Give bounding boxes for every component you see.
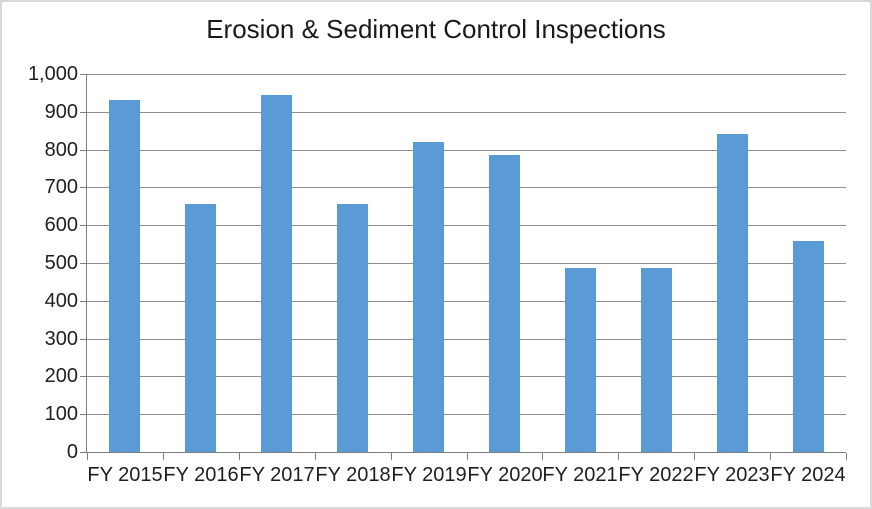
y-gridline: [87, 414, 846, 415]
x-axis-tick: [846, 453, 847, 460]
y-axis-tick: [80, 301, 87, 302]
x-axis-tick-label: FY 2021: [542, 464, 618, 486]
x-axis-tick: [694, 453, 695, 460]
bar: [261, 95, 292, 452]
x-axis-tick-label: FY 2015: [87, 464, 163, 486]
x-axis-tick-label: FY 2020: [467, 464, 543, 486]
x-axis-tick: [770, 453, 771, 460]
y-axis-tick: [80, 112, 87, 113]
x-axis-tick: [391, 453, 392, 460]
bar: [489, 155, 520, 452]
x-axis-tick: [542, 453, 543, 460]
y-axis-tick: [80, 187, 87, 188]
y-axis-tick: [80, 74, 87, 75]
y-axis-tick-label: 600: [44, 214, 78, 236]
y-gridline: [87, 187, 846, 188]
y-axis-tick-label: 500: [44, 252, 78, 274]
x-axis-tick: [87, 453, 88, 460]
x-axis-tick: [315, 453, 316, 460]
bar: [109, 100, 140, 452]
y-gridline: [87, 376, 846, 377]
x-axis-tick-label: FY 2024: [770, 464, 846, 486]
x-axis-tick-label: FY 2018: [315, 464, 391, 486]
y-axis-tick: [80, 225, 87, 226]
y-axis-tick-label: 700: [44, 176, 78, 198]
y-axis-line: [86, 74, 87, 453]
bar: [641, 268, 672, 452]
bar: [793, 241, 824, 452]
y-gridline: [87, 150, 846, 151]
y-gridline: [87, 225, 846, 226]
y-axis-tick: [80, 452, 87, 453]
y-axis-tick-label: 1,000: [27, 63, 78, 85]
bar: [717, 134, 748, 452]
x-axis-tick-label: FY 2017: [239, 464, 315, 486]
y-gridline: [87, 263, 846, 264]
y-axis-tick-label: 300: [44, 328, 78, 350]
x-axis-tick: [163, 453, 164, 460]
y-gridline: [87, 339, 846, 340]
y-axis-tick: [80, 414, 87, 415]
x-axis-line: [86, 452, 846, 453]
bar: [413, 142, 444, 452]
x-axis-tick-label: FY 2019: [391, 464, 467, 486]
y-axis-tick-label: 100: [44, 403, 78, 425]
y-axis-tick-label: 800: [44, 139, 78, 161]
y-gridline: [87, 112, 846, 113]
y-axis-tick-label: 200: [44, 365, 78, 387]
x-axis-tick: [618, 453, 619, 460]
x-axis-tick-label: FY 2016: [163, 464, 239, 486]
y-axis-tick-label: 900: [44, 101, 78, 123]
y-axis-tick: [80, 150, 87, 151]
y-axis-tick-label: 0: [66, 441, 78, 463]
x-axis-tick-label: FY 2023: [694, 464, 770, 486]
x-axis-tick-label: FY 2022: [618, 464, 694, 486]
bar: [565, 268, 596, 452]
y-axis-tick: [80, 376, 87, 377]
x-axis-tick: [239, 453, 240, 460]
y-gridline: [87, 301, 846, 302]
y-axis-tick-label: 400: [44, 290, 78, 312]
y-gridline: [87, 74, 846, 75]
x-axis-tick: [467, 453, 468, 460]
chart-title: Erosion & Sediment Control Inspections: [206, 14, 666, 44]
y-axis-tick: [80, 339, 87, 340]
bar: [337, 204, 368, 452]
y-axis-tick: [80, 263, 87, 264]
bar: [185, 204, 216, 452]
